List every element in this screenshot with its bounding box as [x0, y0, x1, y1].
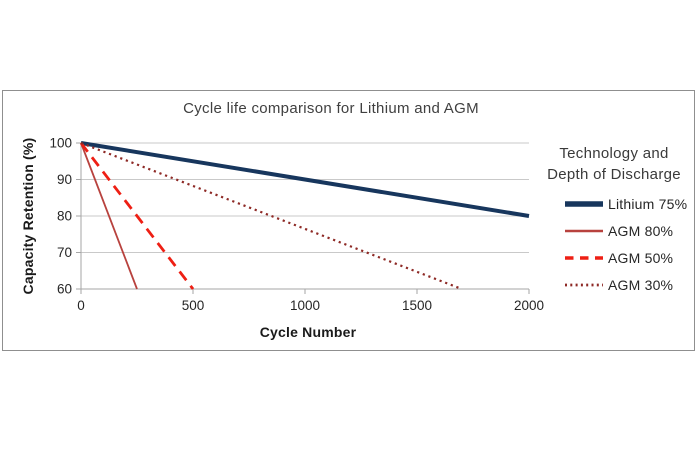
chart-title: Cycle life comparison for Lithium and AG…: [183, 100, 479, 117]
x-axis-title: Cycle Number: [259, 324, 357, 340]
legend-entry-agm-30: AGM 30%: [536, 271, 692, 298]
chart-frame: Cycle life comparison for Lithium and AG…: [2, 90, 695, 351]
legend-entries: Lithium 75% AGM 80% AGM 50% AGM 30%: [536, 190, 692, 298]
series-line-lithium-75: [80, 141, 530, 218]
series-line-agm-80: [80, 142, 138, 290]
series-line-agm-30: [80, 141, 463, 291]
legend-entry-lithium-75: Lithium 75%: [536, 190, 692, 217]
legend-swatch-agm-30: [565, 283, 603, 286]
y-tick-label: 90: [57, 172, 72, 187]
legend-entry-agm-50: AGM 50%: [536, 244, 692, 271]
y-tick-label: 60: [57, 282, 72, 297]
legend-swatch-agm-80: [565, 229, 603, 232]
legend-label-agm-30: AGM 30%: [608, 276, 674, 293]
legend-entry-agm-80: AGM 80%: [536, 217, 692, 244]
y-axis-title: Capacity Retention (%): [20, 137, 36, 295]
legend-title-line1: Technology and: [559, 145, 669, 162]
y-tick-label: 100: [49, 136, 72, 151]
legend-label-lithium-75: Lithium 75%: [608, 195, 688, 212]
y-tick-label: 80: [57, 209, 72, 224]
series-line-agm-50: [79, 142, 195, 290]
legend-title-line2: Depth of Discharge: [547, 166, 681, 183]
legend-swatch-agm-50: [565, 255, 603, 260]
x-tick-label: 1000: [290, 298, 320, 313]
x-tick-label: 500: [182, 298, 205, 313]
y-tick-label: 70: [57, 245, 72, 260]
legend-label-agm-50: AGM 50%: [608, 249, 674, 266]
x-tick-label: 1500: [402, 298, 432, 313]
legend-label-agm-80: AGM 80%: [608, 222, 674, 239]
legend-title: Technology and Depth of Discharge: [536, 143, 692, 185]
x-tick-label: 0: [77, 298, 85, 313]
legend: Technology and Depth of Discharge Lithiu…: [536, 143, 692, 298]
x-tick-label: 2000: [514, 298, 544, 313]
legend-swatch-lithium-75: [565, 200, 603, 207]
